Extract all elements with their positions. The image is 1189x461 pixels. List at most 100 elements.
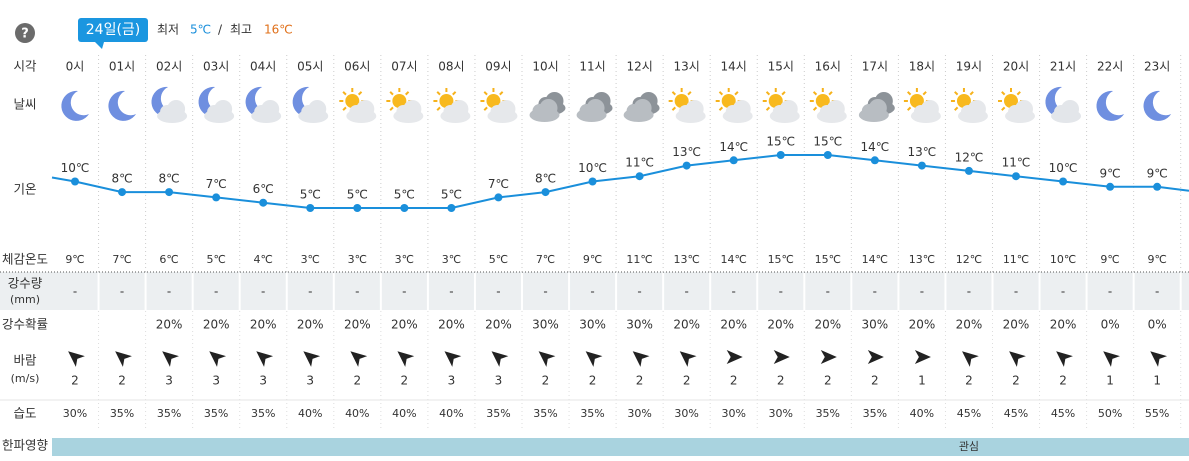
moon xyxy=(151,86,180,117)
sun xyxy=(674,94,689,108)
feels-like: 14℃ xyxy=(721,253,747,266)
hour: 02시 xyxy=(156,60,182,74)
row-label: 강수확률 xyxy=(2,317,48,332)
wind-arrow xyxy=(256,351,274,367)
wind-arrow-shape xyxy=(1009,351,1026,367)
wind-speed: 3 xyxy=(495,374,503,388)
sun-ray xyxy=(1001,106,1006,111)
cloud xyxy=(261,100,280,118)
feels-like: 6℃ xyxy=(159,253,178,266)
precip-prob: 20% xyxy=(438,318,465,332)
wind-speed: 2 xyxy=(118,374,126,388)
temp-label: 9℃ xyxy=(1147,166,1168,180)
hour: 04시 xyxy=(250,60,276,74)
cold-wave-band xyxy=(52,438,1189,456)
help-text[interactable]: ? xyxy=(21,27,29,42)
hour: 01시 xyxy=(109,60,135,74)
sun-ray xyxy=(671,91,676,96)
feels-like: 10℃ xyxy=(1050,253,1076,266)
wind-speed: 2 xyxy=(353,374,361,388)
wind-arrow xyxy=(209,351,227,367)
temp-point xyxy=(823,151,832,159)
feels-like: 5℃ xyxy=(206,253,225,266)
wind-arrow xyxy=(115,351,132,367)
wind-speed: 1 xyxy=(1106,374,1114,388)
help-icon[interactable] xyxy=(15,23,35,43)
precip-prob: 20% xyxy=(1003,318,1030,332)
wind-arrow xyxy=(538,351,556,367)
temp-point xyxy=(964,166,973,175)
sun-ray xyxy=(687,91,692,96)
humidity: 45% xyxy=(957,407,981,420)
feels-like: 13℃ xyxy=(673,253,699,266)
precipitation: - xyxy=(967,285,971,299)
feels-like: 7℃ xyxy=(112,253,131,266)
precip-prob: 30% xyxy=(862,318,889,332)
feels-like: 3℃ xyxy=(442,253,461,266)
temp-label: 14℃ xyxy=(719,140,748,154)
cloud xyxy=(450,100,469,118)
wind-arrow-shape xyxy=(773,350,790,364)
weather-icon xyxy=(858,92,895,122)
precip-prob: 20% xyxy=(956,318,983,332)
temp-label: 10℃ xyxy=(578,161,607,175)
cold-wave-level: 관심 xyxy=(959,440,979,453)
weather-icon xyxy=(762,88,800,123)
feels-like: 11℃ xyxy=(626,253,652,266)
sun-ray xyxy=(389,91,394,96)
cloud xyxy=(868,99,887,117)
temp-label: 11℃ xyxy=(625,156,654,170)
precipitation: - xyxy=(214,285,218,299)
precipitation: - xyxy=(261,285,265,299)
wind-arrow xyxy=(350,351,368,367)
max-label: 최고 xyxy=(230,23,252,37)
sun-ray xyxy=(1001,91,1006,96)
feels-like: 9℃ xyxy=(1147,253,1166,266)
cloud xyxy=(920,100,939,118)
precip-prob: 30% xyxy=(626,318,653,332)
hour: 10시 xyxy=(532,60,558,74)
sun-ray xyxy=(436,106,441,111)
sun-ray xyxy=(907,91,912,96)
wind-arrow xyxy=(303,351,321,367)
temp-label: 8℃ xyxy=(535,172,556,186)
humidity: 40% xyxy=(298,407,322,420)
precip-prob: 20% xyxy=(156,318,183,332)
moon xyxy=(1045,86,1074,117)
wind-arrow-shape xyxy=(1103,351,1120,367)
hour: 17시 xyxy=(862,60,888,74)
temp-label: 12℃ xyxy=(955,150,984,164)
wind-arrow xyxy=(679,351,697,367)
precipitation: - xyxy=(590,285,594,299)
wind-speed: 3 xyxy=(306,374,314,388)
wind-arrow xyxy=(585,351,603,367)
wind-arrow xyxy=(962,351,979,367)
wind-arrow-shape xyxy=(820,350,837,364)
temp-label: 10℃ xyxy=(1049,161,1078,175)
wind-speed: 2 xyxy=(1012,374,1020,388)
sun-ray xyxy=(718,106,724,111)
wind-arrow xyxy=(68,351,85,367)
feels-like: 3℃ xyxy=(348,253,367,266)
row-unit: (mm) xyxy=(10,293,40,306)
sun-ray xyxy=(483,91,488,96)
precipitation: - xyxy=(920,285,924,299)
wind-arrow xyxy=(773,350,790,364)
precip-prob: 20% xyxy=(767,318,794,332)
precipitation: - xyxy=(1155,285,1159,299)
sun-ray xyxy=(765,106,771,111)
wind-speed: 2 xyxy=(777,374,785,388)
feels-like: 9℃ xyxy=(65,253,84,266)
weather-icon xyxy=(433,88,471,123)
temp-point xyxy=(1106,182,1115,191)
wind-arrow-shape xyxy=(68,351,85,367)
weather-icon xyxy=(61,90,89,121)
cloud xyxy=(967,100,986,118)
temp-point xyxy=(447,204,456,212)
cloud xyxy=(779,100,798,118)
precipitation: - xyxy=(496,285,500,299)
precip-prob: 30% xyxy=(579,318,606,332)
wind-arrow xyxy=(914,350,931,364)
wind-arrow-shape xyxy=(162,351,179,367)
sun-ray xyxy=(907,106,912,111)
